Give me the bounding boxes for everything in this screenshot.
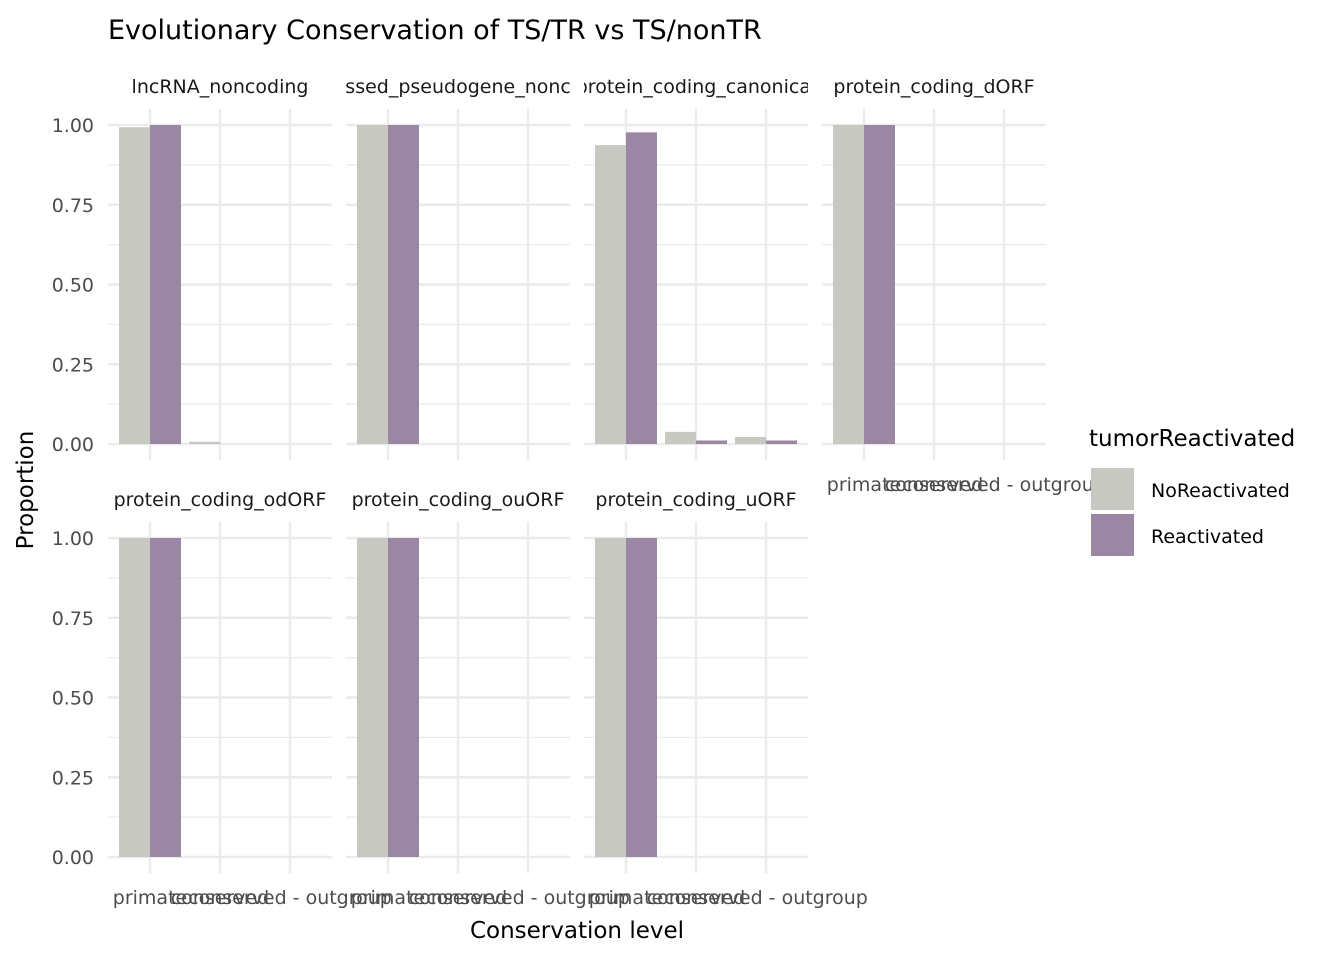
y-tick-label: 0.50 bbox=[52, 275, 94, 297]
x-tick-label: conserved bbox=[885, 474, 984, 496]
facet-strip-label: protein_coding_odORF bbox=[114, 489, 327, 511]
facet-panel: protein_coding_ouORF bbox=[346, 489, 570, 873]
bar-reactivated bbox=[696, 440, 727, 444]
facet-strip-label: protein_coding_uORF bbox=[595, 489, 796, 511]
bar-noreactivated bbox=[119, 538, 150, 857]
y-axis-ticks: 0.00 0.25 0.50 0.75 1.00 0.00 0.25 0.50 0.75 1.00 bbox=[52, 115, 94, 869]
bar-reactivated bbox=[626, 132, 657, 444]
bar-reactivated bbox=[150, 538, 181, 857]
y-tick-label: 0.00 bbox=[52, 847, 94, 869]
facet-panel: protein_coding_canonical bbox=[576, 76, 817, 460]
y-tick-label: 0.25 bbox=[52, 354, 94, 376]
bar-noreactivated bbox=[595, 145, 626, 445]
y-tick-label: 0.25 bbox=[52, 767, 94, 789]
chart-title: Evolutionary Conservation of TS/TR vs TS… bbox=[108, 15, 762, 46]
facet-panel: protein_coding_uORF bbox=[584, 489, 808, 873]
x-tick-label: conserved bbox=[647, 887, 746, 909]
x-axis-title: Conservation level bbox=[470, 918, 684, 944]
x-tick-label: primate bbox=[589, 887, 663, 909]
bar-noreactivated bbox=[595, 538, 626, 857]
facet-panel: lncRNA_noncoding bbox=[108, 76, 332, 460]
y-tick-label: 0.75 bbox=[52, 195, 94, 217]
x-tick-label: conserved - outgroup bbox=[188, 887, 392, 909]
facet-strip-label: lncRNA_noncoding bbox=[132, 76, 309, 98]
x-tick-label: conserved - outgroup bbox=[426, 887, 630, 909]
x-tick-label: conserved - outgroup bbox=[664, 887, 868, 909]
legend-label: Reactivated bbox=[1151, 526, 1264, 548]
x-tick-label: primate bbox=[113, 887, 187, 909]
x-tick-label: primate bbox=[827, 474, 901, 496]
bar-reactivated bbox=[150, 125, 181, 444]
bar-noreactivated bbox=[119, 127, 150, 444]
x-tick-label: conserved bbox=[171, 887, 270, 909]
facet-strip-label: protein_coding_dORF bbox=[833, 76, 1034, 98]
bar-reactivated bbox=[388, 125, 419, 444]
facet-panel: processed_pseudogene_noncoding bbox=[292, 76, 624, 460]
facet-strip-label: protein_coding_canonical bbox=[576, 76, 817, 98]
bar-reactivated bbox=[626, 538, 657, 857]
facet-strip-label: processed_pseudogene_noncoding bbox=[292, 76, 624, 98]
y-tick-label: 1.00 bbox=[52, 115, 94, 137]
bar-reactivated bbox=[388, 538, 419, 857]
bar-reactivated bbox=[864, 125, 895, 444]
legend-key-noreactivated bbox=[1091, 468, 1134, 510]
legend: tumorReactivated NoReactivated Reactivate… bbox=[1089, 426, 1295, 556]
bar-noreactivated bbox=[357, 125, 388, 444]
y-tick-label: 0.00 bbox=[52, 434, 94, 456]
bar-reactivated bbox=[766, 440, 797, 444]
y-tick-label: 0.75 bbox=[52, 608, 94, 630]
bar-noreactivated bbox=[357, 538, 388, 857]
facet-panel: protein_coding_dORF bbox=[822, 76, 1046, 460]
bar-noreactivated bbox=[189, 441, 220, 444]
facet-panels: lncRNA_noncodingprocessed_pseudogene_non… bbox=[108, 76, 1046, 873]
facet-strip-label: protein_coding_ouORF bbox=[352, 489, 565, 511]
bar-noreactivated bbox=[833, 125, 864, 444]
y-tick-label: 1.00 bbox=[52, 528, 94, 550]
facet-panel: protein_coding_odORF bbox=[108, 489, 332, 873]
y-axis-title: Proportion bbox=[13, 431, 39, 550]
legend-key-reactivated bbox=[1091, 514, 1134, 556]
legend-label: NoReactivated bbox=[1151, 480, 1290, 502]
x-tick-label: primate bbox=[351, 887, 425, 909]
x-tick-label: conserved bbox=[409, 887, 508, 909]
legend-title: tumorReactivated bbox=[1089, 426, 1295, 452]
bar-noreactivated bbox=[665, 431, 696, 444]
y-tick-label: 0.50 bbox=[52, 688, 94, 710]
bar-noreactivated bbox=[735, 436, 766, 444]
x-tick-label: conserved - outgroup bbox=[902, 474, 1106, 496]
